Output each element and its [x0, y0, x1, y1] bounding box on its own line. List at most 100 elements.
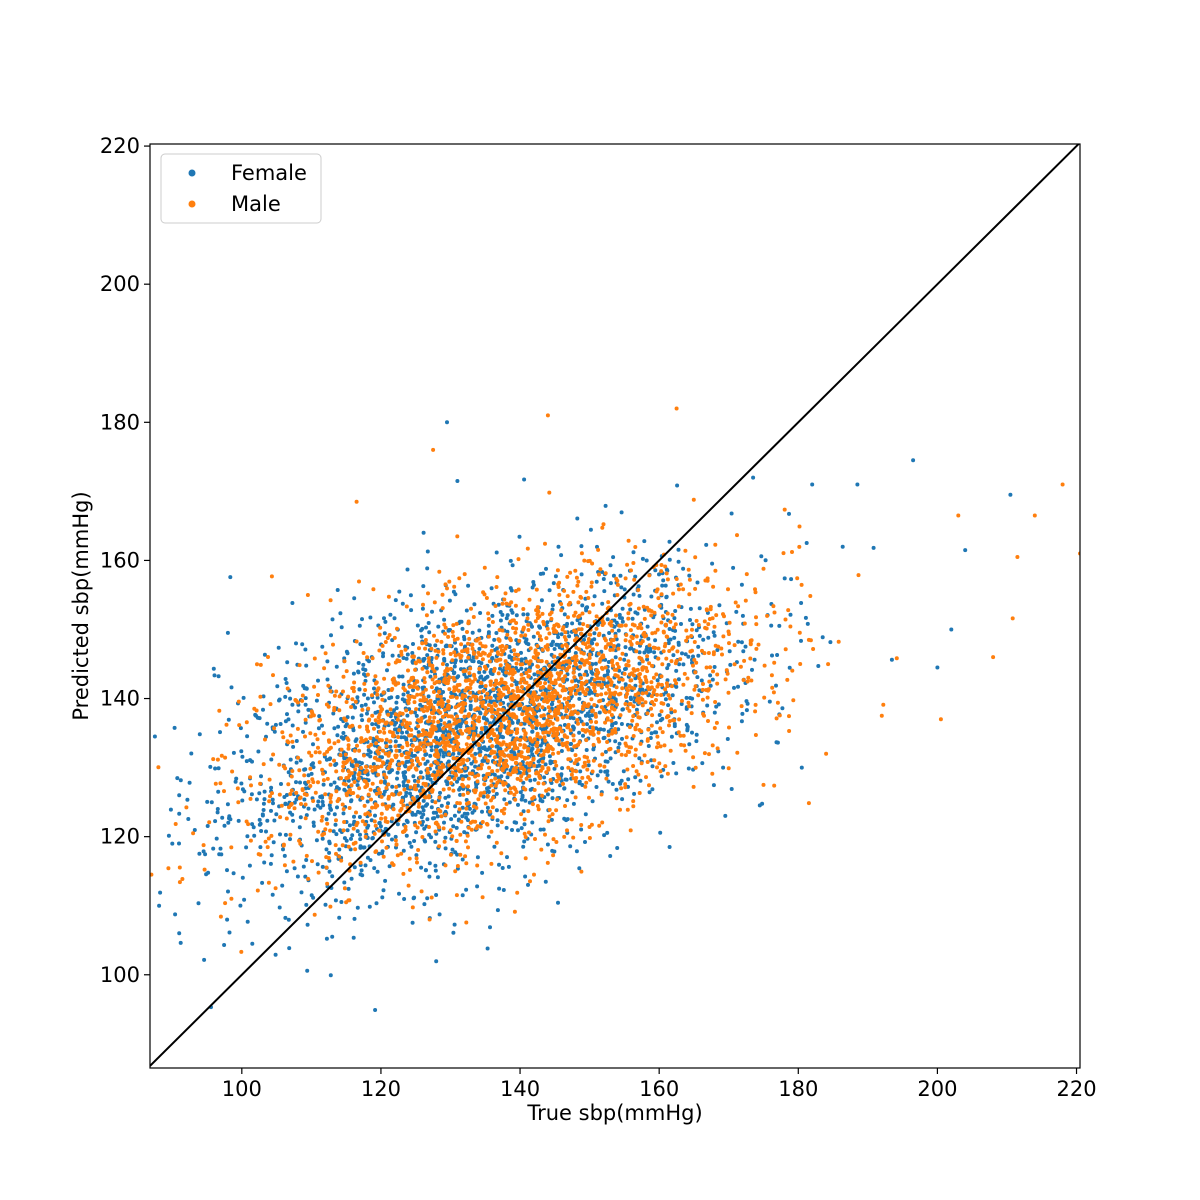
point-male	[490, 769, 495, 774]
point-female	[425, 896, 430, 901]
point-male	[524, 776, 529, 781]
point-female	[488, 925, 492, 930]
point-male	[450, 629, 455, 634]
point-female	[172, 725, 177, 730]
point-male	[610, 731, 614, 736]
point-male	[457, 576, 462, 581]
point-female	[468, 703, 473, 708]
point-female	[577, 621, 582, 626]
point-male	[703, 625, 708, 630]
point-female	[312, 807, 317, 812]
point-male	[754, 622, 759, 627]
point-female	[519, 659, 524, 664]
point-male	[224, 722, 229, 727]
point-female	[437, 912, 442, 917]
point-male	[357, 724, 362, 729]
point-female	[658, 830, 663, 835]
point-male	[440, 662, 445, 666]
point-male	[300, 698, 305, 703]
point-female	[197, 851, 202, 856]
point-male	[465, 630, 469, 634]
point-female	[490, 656, 495, 660]
point-female	[298, 780, 302, 785]
point-female	[480, 870, 485, 875]
point-female	[485, 946, 490, 951]
point-female	[787, 665, 792, 670]
point-male	[636, 772, 641, 777]
point-male	[649, 685, 654, 690]
point-male	[523, 732, 528, 737]
point-female	[517, 534, 522, 539]
point-female	[261, 707, 265, 712]
point-female	[426, 694, 431, 699]
point-female	[247, 863, 252, 868]
point-male	[422, 680, 427, 685]
point-male	[603, 571, 608, 576]
point-male	[340, 843, 345, 848]
point-female	[732, 685, 736, 690]
point-female	[433, 868, 438, 873]
point-male	[423, 687, 428, 692]
point-female	[477, 628, 482, 633]
point-male	[616, 692, 621, 697]
point-male	[459, 642, 464, 647]
point-male	[364, 764, 368, 769]
point-male	[506, 690, 511, 695]
point-female	[507, 655, 512, 660]
point-male	[594, 626, 599, 631]
point-female	[401, 656, 406, 660]
point-female	[339, 900, 344, 904]
point-male	[436, 649, 441, 654]
point-male	[236, 800, 241, 805]
point-male	[468, 682, 473, 687]
point-male	[518, 689, 522, 693]
point-male	[402, 829, 407, 834]
point-female	[405, 652, 410, 657]
point-female	[301, 864, 306, 869]
point-female	[528, 778, 533, 783]
point-female	[402, 773, 406, 778]
point-female	[239, 749, 244, 754]
point-female	[695, 580, 700, 585]
point-male	[321, 731, 326, 736]
point-female	[455, 479, 460, 483]
point-male	[554, 622, 559, 627]
point-male	[524, 671, 529, 675]
point-male	[396, 813, 401, 818]
point-male	[425, 770, 430, 775]
point-male	[632, 623, 637, 628]
point-male	[518, 722, 523, 727]
point-male	[415, 679, 419, 684]
point-male	[562, 733, 567, 738]
point-female	[413, 710, 417, 715]
point-male	[647, 573, 652, 578]
point-female	[803, 615, 808, 620]
point-male	[554, 840, 559, 844]
point-female	[462, 811, 467, 816]
point-male	[390, 861, 395, 866]
point-male	[372, 726, 376, 731]
point-female	[457, 776, 462, 781]
point-male	[419, 889, 424, 894]
point-female	[231, 871, 236, 876]
point-male	[647, 608, 652, 613]
point-male	[707, 679, 712, 684]
point-female	[402, 735, 407, 740]
point-female	[405, 783, 410, 788]
point-female	[316, 678, 320, 683]
point-male	[643, 700, 648, 705]
point-female	[326, 811, 331, 816]
point-female	[269, 853, 274, 858]
point-male	[554, 763, 559, 768]
point-male	[430, 724, 435, 728]
point-male	[451, 756, 456, 761]
point-male	[445, 586, 449, 591]
point-male	[540, 766, 545, 771]
point-male	[403, 688, 407, 693]
point-female	[381, 888, 386, 893]
point-male	[468, 686, 473, 690]
point-male	[563, 688, 568, 693]
point-male	[342, 820, 347, 824]
point-male	[687, 704, 692, 709]
point-female	[277, 698, 281, 703]
